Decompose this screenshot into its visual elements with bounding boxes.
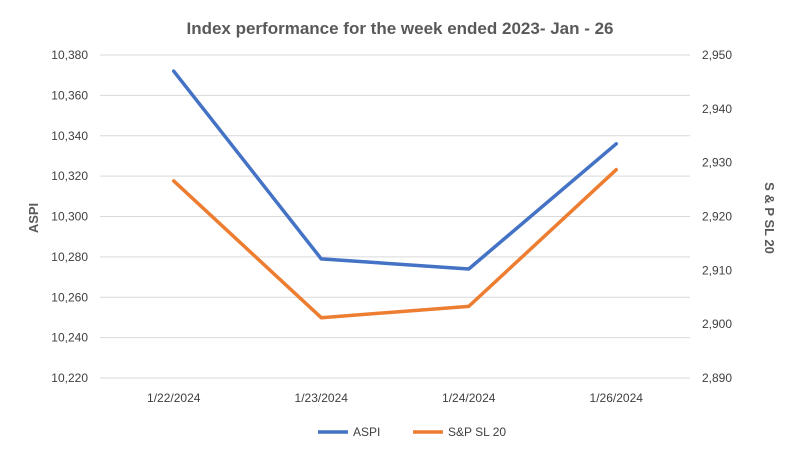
left-tick-label: 10,280 — [51, 250, 88, 264]
left-tick-label: 10,220 — [51, 371, 88, 385]
series-layer — [172, 69, 618, 320]
left-tick-label: 10,320 — [51, 169, 88, 183]
grid-lines — [100, 54, 690, 379]
left-axis-ticks: 10,220 10,240 10,260 10,280 10,300 10,320 10,3… — [51, 48, 88, 385]
x-axis-ticks: 1/22/2024 1/23/2024 1/24/2024 1/26/2024 — [147, 391, 643, 405]
x-tick-label: 1/24/2024 — [442, 391, 496, 405]
right-axis-title: S & P SL 20 — [762, 182, 777, 254]
x-tick-label: 1/26/2024 — [590, 391, 644, 405]
left-tick-label: 10,300 — [51, 210, 88, 224]
right-tick-label: 2,920 — [702, 210, 732, 224]
right-tick-label: 2,950 — [702, 48, 732, 62]
legend-label: S&P SL 20 — [448, 425, 506, 439]
left-tick-label: 10,260 — [51, 290, 88, 304]
right-tick-label: 2,910 — [702, 263, 732, 277]
chart-title: Index performance for the week ended 202… — [186, 19, 613, 38]
left-tick-label: 10,360 — [51, 88, 88, 102]
x-tick-label: 1/22/2024 — [147, 391, 201, 405]
right-axis-ticks: 2,890 2,900 2,910 2,920 2,930 2,940 2,950 — [702, 48, 732, 385]
left-tick-label: 10,240 — [51, 331, 88, 345]
right-tick-label: 2,940 — [702, 102, 732, 116]
right-tick-label: 2,930 — [702, 156, 732, 170]
x-tick-label: 1/23/2024 — [295, 391, 349, 405]
left-tick-label: 10,380 — [51, 48, 88, 62]
legend-label: ASPI — [353, 425, 380, 439]
left-axis-title: ASPI — [26, 203, 41, 233]
series-line-aspi — [172, 69, 618, 271]
left-tick-label: 10,340 — [51, 129, 88, 143]
series-line-s-p-sl-20 — [172, 167, 618, 320]
right-tick-label: 2,900 — [702, 317, 732, 331]
legend: ASPI S&P SL 20 — [318, 425, 506, 439]
right-tick-label: 2,890 — [702, 371, 732, 385]
